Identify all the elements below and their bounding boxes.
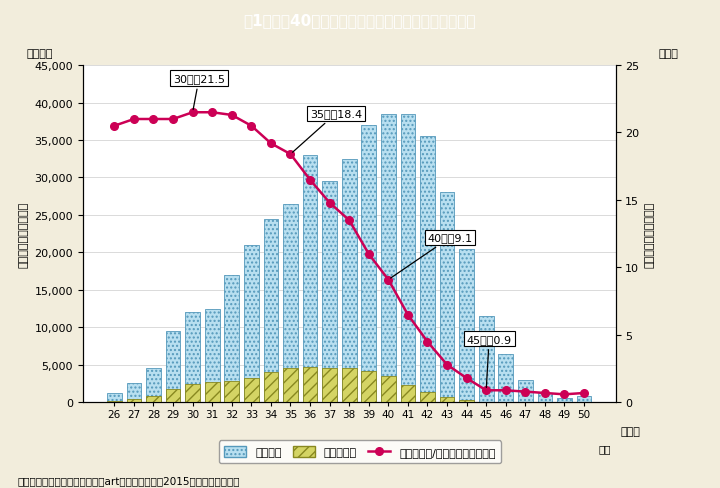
Bar: [538, 394, 552, 403]
Bar: [440, 397, 454, 403]
Bar: [459, 249, 474, 403]
Text: 40歳：9.1: 40歳：9.1: [391, 233, 472, 279]
Bar: [205, 383, 220, 403]
Bar: [225, 275, 239, 403]
Bar: [479, 402, 493, 403]
生産分娩数/総治療数（右目盛）: [560, 391, 569, 397]
生産分娩数/総治療数（右目盛）: [345, 218, 354, 224]
Bar: [166, 331, 181, 403]
Bar: [518, 380, 533, 403]
生産分娩数/総治療数（右目盛）: [541, 390, 549, 396]
Bar: [420, 137, 435, 403]
Legend: 総治療数, 生産分娩数, 生産分娩数/総治療数（右目盛）: 総治療数, 生産分娩数, 生産分娩数/総治療数（右目盛）: [219, 441, 501, 463]
Bar: [342, 368, 356, 403]
Bar: [225, 382, 239, 403]
Bar: [381, 376, 396, 403]
Bar: [283, 368, 298, 403]
Bar: [479, 317, 493, 403]
Text: 以上: 以上: [599, 443, 611, 453]
Bar: [361, 371, 376, 403]
生産分娩数/総治療数（右目盛）: [130, 117, 138, 122]
生産分娩数/総治療数（右目盛）: [208, 110, 217, 116]
Bar: [264, 219, 278, 403]
生産分娩数/総治療数（右目盛）: [266, 141, 275, 147]
生産分娩数/総治療数（右目盛）: [423, 339, 432, 345]
Bar: [107, 393, 122, 403]
生産分娩数/総治療数（右目盛）: [247, 123, 256, 129]
Text: あ1－特－40図　体外受精における年齢と生産分娩率: あ1－特－40図 体外受精における年齢と生産分娩率: [244, 13, 476, 28]
Bar: [381, 115, 396, 403]
Bar: [400, 386, 415, 403]
生産分娩数/総治療数（右目盛）: [325, 201, 334, 206]
生産分娩数/総治療数（右目盛）: [149, 117, 158, 122]
Bar: [127, 383, 141, 403]
生産分娩数/総治療数（右目盛）: [404, 312, 413, 318]
Text: 35歳：18.4: 35歳：18.4: [292, 109, 362, 153]
Bar: [146, 397, 161, 403]
Bar: [244, 379, 258, 403]
Bar: [302, 367, 318, 403]
Bar: [264, 373, 278, 403]
Bar: [166, 389, 181, 403]
生産分娩数/総治療数（右目盛）: [364, 251, 373, 257]
Line: 生産分娩数/総治療数（右目盛）: 生産分娩数/総治療数（右目盛）: [111, 109, 588, 398]
Text: （件数）: （件数）: [27, 49, 53, 59]
Y-axis label: 総治療数・生産分娩数: 総治療数・生産分娩数: [19, 201, 29, 267]
Bar: [146, 368, 161, 403]
Text: （備考）日本産科婦人科学会『artデータブック（2015年）』より作成。: （備考）日本産科婦人科学会『artデータブック（2015年）』より作成。: [18, 476, 240, 486]
生産分娩数/総治療数（右目盛）: [110, 123, 119, 129]
Bar: [420, 392, 435, 403]
Bar: [244, 245, 258, 403]
生産分娩数/総治療数（右目盛）: [482, 387, 490, 393]
Bar: [440, 193, 454, 403]
生産分娩数/総治療数（右目盛）: [462, 375, 471, 381]
Text: （歳）: （歳）: [621, 426, 641, 436]
Bar: [185, 313, 200, 403]
Bar: [577, 402, 591, 403]
Y-axis label: 生産分娩数／総治療数: 生産分娩数／総治療数: [645, 201, 655, 267]
Bar: [400, 115, 415, 403]
生産分娩数/総治療数（右目盛）: [580, 390, 588, 396]
Text: 30歳：21.5: 30歳：21.5: [173, 74, 225, 110]
Bar: [459, 400, 474, 403]
Bar: [323, 182, 337, 403]
Bar: [361, 126, 376, 403]
Bar: [498, 354, 513, 403]
Bar: [498, 402, 513, 403]
Bar: [577, 397, 591, 403]
Bar: [185, 384, 200, 403]
Bar: [205, 309, 220, 403]
Bar: [323, 368, 337, 403]
生産分娩数/総治療数（右目盛）: [501, 387, 510, 393]
生産分娩数/総治療数（右目盛）: [286, 152, 294, 158]
Bar: [557, 398, 572, 403]
生産分娩数/総治療数（右目盛）: [189, 110, 197, 116]
Bar: [342, 160, 356, 403]
生産分娩数/総治療数（右目盛）: [228, 113, 236, 119]
Bar: [107, 402, 122, 403]
Bar: [302, 156, 318, 403]
Text: （％）: （％）: [658, 49, 678, 59]
生産分娩数/総治療数（右目盛）: [443, 362, 451, 368]
Text: 45歳：0.9: 45歳：0.9: [467, 334, 512, 387]
生産分娩数/総治療数（右目盛）: [168, 117, 177, 122]
Bar: [283, 204, 298, 403]
Bar: [127, 399, 141, 403]
生産分娩数/総治療数（右目盛）: [384, 277, 392, 283]
生産分娩数/総治療数（右目盛）: [306, 178, 315, 183]
生産分娩数/総治療数（右目盛）: [521, 389, 530, 395]
